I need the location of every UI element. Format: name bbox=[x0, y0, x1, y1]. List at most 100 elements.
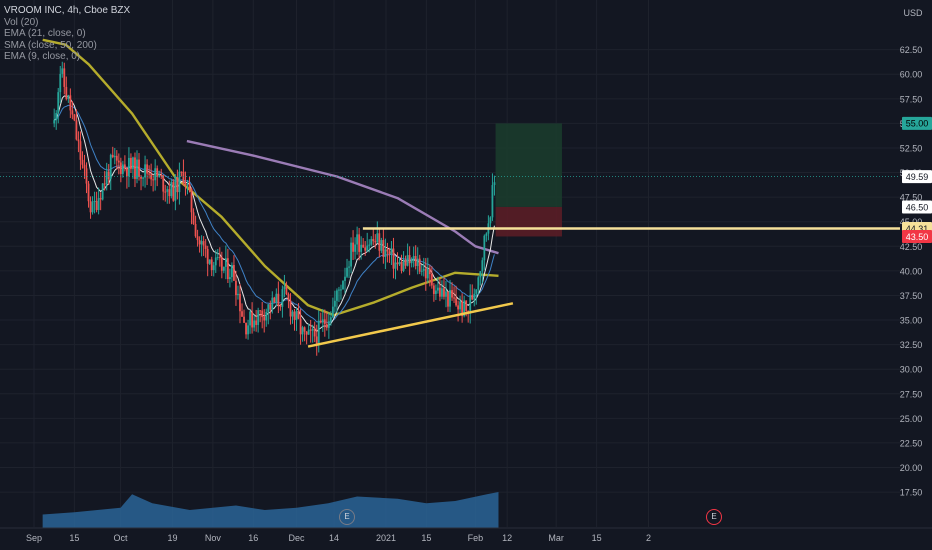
candle-body bbox=[228, 277, 231, 280]
candle-body bbox=[465, 300, 468, 311]
candle-body bbox=[119, 162, 122, 174]
x-tick-label: 14 bbox=[329, 533, 339, 543]
ema21-line bbox=[54, 104, 495, 323]
y-tick-label: 47.50 bbox=[900, 193, 923, 203]
candle-body bbox=[317, 320, 320, 345]
candle-body bbox=[103, 183, 106, 185]
y-tick-label: 57.50 bbox=[900, 94, 923, 104]
candle-body bbox=[323, 319, 326, 325]
legend-sma[interactable]: SMA (close, 50, 200) bbox=[4, 39, 97, 51]
candle-body bbox=[239, 293, 241, 312]
stop-zone[interactable] bbox=[495, 206, 562, 237]
candle-body bbox=[406, 255, 409, 266]
drawings[interactable] bbox=[0, 176, 900, 348]
legend-ema21[interactable]: EMA (21, close, 0) bbox=[4, 28, 86, 39]
candle-body bbox=[396, 262, 399, 265]
candle-body bbox=[358, 234, 361, 252]
candle-body bbox=[123, 164, 126, 169]
candle-body bbox=[380, 240, 383, 251]
candle-body bbox=[202, 241, 205, 246]
candle-body bbox=[384, 249, 387, 258]
x-tick-label: Nov bbox=[205, 533, 222, 543]
candle-body bbox=[243, 316, 245, 323]
candle-body bbox=[439, 287, 441, 297]
candle-body bbox=[437, 287, 439, 291]
candle-body bbox=[313, 328, 316, 337]
candle-body bbox=[398, 261, 401, 265]
candle-body bbox=[287, 294, 290, 301]
candle-body bbox=[354, 244, 357, 252]
chart-legend: VROOM INC, 4h, Cboe BZX Vol (20) EMA (21… bbox=[4, 5, 130, 63]
candle-body bbox=[107, 171, 110, 180]
x-tick-label: 16 bbox=[248, 533, 258, 543]
candle-body bbox=[366, 245, 369, 251]
price-tag-target[interactable] bbox=[902, 116, 932, 130]
candle-body bbox=[378, 233, 381, 251]
candle-body bbox=[291, 311, 294, 317]
candle-body bbox=[376, 233, 379, 243]
legend-ema9[interactable]: EMA (9, close, 0) bbox=[4, 51, 81, 62]
candle-body bbox=[342, 280, 344, 290]
candle-body bbox=[150, 174, 153, 180]
candle-body bbox=[461, 301, 464, 317]
candle-body bbox=[271, 297, 274, 310]
candle-body bbox=[293, 311, 296, 320]
y-tick-label: 27.50 bbox=[900, 389, 923, 399]
legend-symbol[interactable]: VROOM INC, 4h, Cboe BZX bbox=[4, 5, 131, 16]
candle-body bbox=[200, 241, 203, 245]
ascending-trendline[interactable] bbox=[307, 302, 514, 348]
candle-body bbox=[253, 320, 256, 328]
candle-body bbox=[418, 258, 421, 272]
candle-body bbox=[138, 159, 140, 177]
candle-body bbox=[489, 217, 492, 224]
candle-body bbox=[340, 289, 342, 291]
position-zones[interactable] bbox=[495, 123, 562, 237]
price-tag-label: 44.31 bbox=[906, 224, 929, 234]
candle-body bbox=[257, 310, 260, 325]
candle-body bbox=[109, 154, 112, 180]
y-tick-label: 30.00 bbox=[900, 365, 923, 375]
candle-body bbox=[255, 320, 258, 325]
x-tick-label: 15 bbox=[421, 533, 431, 543]
candle-body bbox=[275, 293, 278, 303]
candle-body bbox=[259, 310, 262, 312]
candle-body bbox=[158, 175, 161, 177]
candle-body bbox=[319, 320, 322, 323]
candle-body bbox=[441, 288, 443, 297]
price-tag-entry[interactable] bbox=[902, 200, 932, 214]
target-zone[interactable] bbox=[495, 123, 562, 207]
candle-body bbox=[113, 155, 116, 158]
candle-body bbox=[392, 248, 395, 269]
candle-body bbox=[481, 260, 484, 272]
candle-body bbox=[469, 294, 472, 311]
candle-body bbox=[277, 293, 280, 306]
candle-body bbox=[178, 171, 181, 193]
candle-body bbox=[117, 160, 120, 163]
legend-volume[interactable]: Vol (20) bbox=[4, 16, 39, 28]
time-axis[interactable]: Sep 15 Oct 19 Nov 16 Dec 14 2021 15 Feb 12 Mar 15 2 bbox=[0, 527, 932, 543]
candle-body bbox=[426, 268, 429, 279]
indicator-lines bbox=[42, 38, 499, 333]
price-axis[interactable]: USD 17.50 20.00 22.50 25.00 27.50 30.00 32.50 3… bbox=[900, 8, 932, 498]
y-tick-label: 17.50 bbox=[900, 488, 923, 498]
candle-body bbox=[208, 259, 211, 264]
candle-body bbox=[352, 242, 354, 252]
candle-body bbox=[325, 324, 328, 328]
candle-body bbox=[87, 183, 90, 202]
candle-body bbox=[386, 249, 389, 252]
candle-body bbox=[164, 191, 167, 193]
candle-body bbox=[350, 242, 352, 267]
earnings-marker-upcoming[interactable]: E bbox=[706, 509, 722, 525]
price-tag-stop[interactable] bbox=[902, 229, 932, 243]
candle-body bbox=[245, 322, 247, 335]
candle-body bbox=[148, 173, 151, 175]
candle-body bbox=[451, 290, 453, 298]
candle-body bbox=[170, 182, 173, 197]
earnings-marker-past[interactable]: E bbox=[339, 509, 355, 525]
price-tag-last[interactable] bbox=[902, 170, 932, 184]
y-tick-label: 32.50 bbox=[900, 340, 923, 350]
candle-body bbox=[212, 265, 215, 271]
candle-body bbox=[483, 235, 486, 261]
